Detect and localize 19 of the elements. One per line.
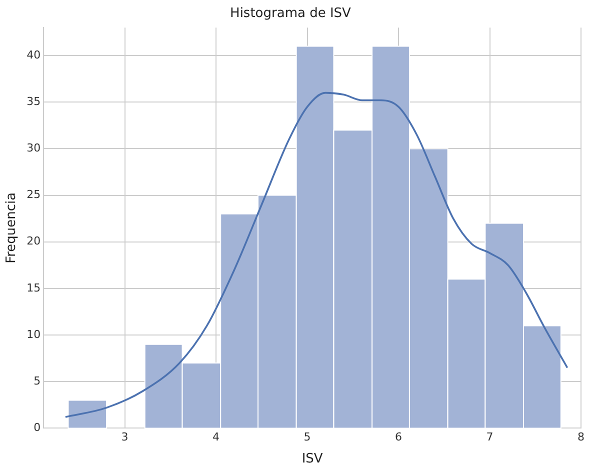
y-axis-title: Frequencia: [4, 192, 20, 264]
y-tick-label: 30: [26, 142, 41, 155]
x-tick-label: 4: [212, 430, 220, 444]
y-tick-label: 0: [34, 421, 41, 434]
y-tick-label: 5: [34, 374, 41, 388]
x-axis-title: ISV: [302, 452, 323, 467]
chart-title: Histograma de ISV: [230, 6, 352, 22]
x-tick-label: 8: [578, 430, 584, 444]
y-tick-label: 20: [26, 234, 41, 248]
y-tick-label: 15: [26, 281, 41, 294]
x-tick-label: 3: [121, 430, 128, 444]
x-tick-label: 5: [304, 430, 311, 444]
y-tick-label: 35: [26, 94, 41, 108]
x-tick-label: 6: [395, 430, 402, 444]
y-tick-label: 10: [26, 328, 41, 341]
y-tick-label: 25: [26, 188, 41, 202]
x-tick-label: 7: [486, 430, 494, 444]
y-tick-label: 40: [26, 48, 41, 62]
line-series: [64, 92, 568, 418]
